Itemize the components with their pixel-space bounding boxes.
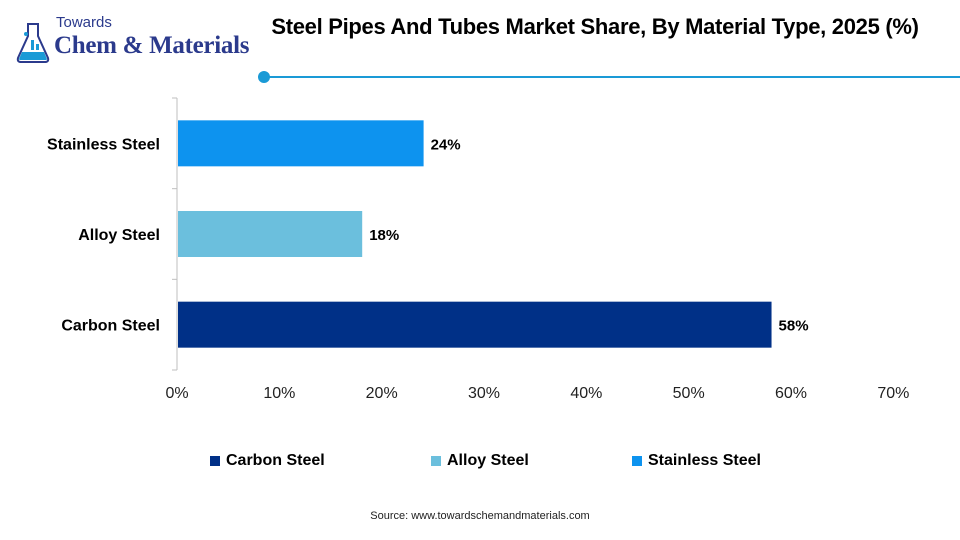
legend-item: Carbon Steel (210, 452, 325, 470)
bar-alloy-steel (178, 211, 363, 257)
data-label: 18% (369, 227, 399, 244)
legend-label: Alloy Steel (447, 452, 529, 469)
legend-swatch (210, 456, 220, 466)
x-tick-label: 70% (877, 385, 909, 402)
category-label: Stainless Steel (47, 136, 160, 153)
bar-carbon-steel (178, 301, 772, 348)
legend-swatch (632, 456, 642, 466)
chart-legend: Carbon Steel Alloy Steel Stainless Steel (0, 452, 960, 472)
bar-stainless-steel (178, 120, 424, 167)
brand-logo: Towards Chem & Materials (14, 14, 254, 70)
category-label: Alloy Steel (78, 227, 160, 244)
x-tick-label: 0% (165, 385, 188, 402)
x-tick-label: 50% (673, 385, 705, 402)
data-label: 24% (431, 136, 461, 153)
category-label: Carbon Steel (61, 318, 160, 335)
data-label: 58% (779, 318, 809, 335)
x-tick-label: 40% (570, 385, 602, 402)
chart-title: Steel Pipes And Tubes Market Share, By M… (271, 14, 919, 39)
x-tick-label: 20% (366, 385, 398, 402)
legend-label: Carbon Steel (226, 452, 325, 469)
x-tick-label: 10% (263, 385, 295, 402)
legend-swatch (431, 456, 441, 466)
legend-item: Alloy Steel (431, 452, 529, 470)
logo-text-towards: Towards (56, 14, 112, 31)
flask-icon (16, 23, 50, 63)
accent-line (264, 76, 960, 78)
legend-label: Stainless Steel (648, 452, 761, 469)
logo-text-brand: Chem & Materials (54, 32, 250, 59)
legend-item: Stainless Steel (632, 452, 761, 470)
x-tick-label: 30% (468, 385, 500, 402)
x-tick-label: 60% (775, 385, 807, 402)
source-note: Source: www.towardschemandmaterials.com (370, 510, 590, 522)
